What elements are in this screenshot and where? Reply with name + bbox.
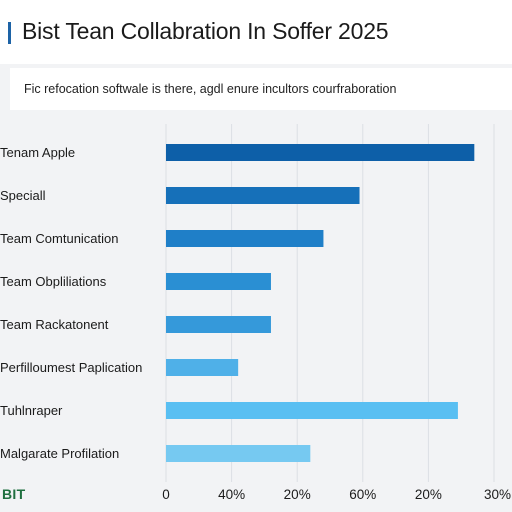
bar <box>166 187 360 204</box>
bar <box>166 316 271 333</box>
category-label: Tuhlnraper <box>0 403 63 418</box>
chart-subtitle: Fic refocation softwale is there, agdl e… <box>24 82 397 96</box>
category-label: Team Comtunication <box>0 231 119 246</box>
brand-logo: BIT <box>2 486 26 502</box>
category-label: Team Obpliliations <box>0 274 107 289</box>
subtitle-panel: Fic refocation softwale is there, agdl e… <box>10 68 512 110</box>
bar <box>166 144 475 161</box>
header: Bist Tean Collabration In Soffer 2025 <box>0 0 512 64</box>
category-label: Team Rackatonent <box>0 317 109 332</box>
x-tick-label: 0 <box>162 487 170 502</box>
bar-chart-svg: Tenam Apple Speciall Team Comtunication Tea… <box>0 124 511 502</box>
x-tick-label: 20% <box>284 487 311 502</box>
x-tick-label: 20% <box>415 487 442 502</box>
category-label: Perfilloumest Paplication <box>0 360 142 375</box>
category-label: Malgarate Profilation <box>0 446 119 461</box>
category-label: Speciall <box>0 188 46 203</box>
bar-chart-area: Tenam Apple Speciall Team Comtunication Tea… <box>0 116 512 512</box>
bar <box>166 359 239 376</box>
x-tick-label: 60% <box>349 487 376 502</box>
x-tick-label: 40% <box>218 487 245 502</box>
bar <box>166 402 458 419</box>
category-label: Tenam Apple <box>0 145 75 160</box>
chart-title: Bist Tean Collabration In Soffer 2025 <box>22 18 389 44</box>
bar <box>166 230 324 247</box>
title-accent-bar <box>8 22 11 44</box>
bar <box>166 273 271 290</box>
x-tick-label: 30% <box>484 487 511 502</box>
bar <box>166 445 311 462</box>
